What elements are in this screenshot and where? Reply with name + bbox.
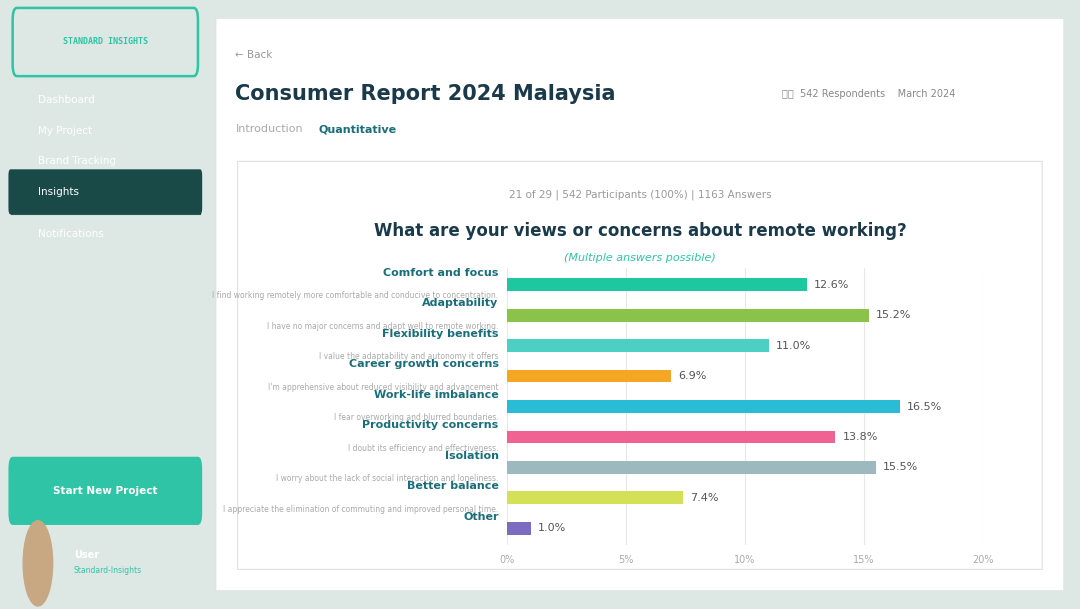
Text: Flexibility benefits: Flexibility benefits bbox=[382, 329, 499, 339]
Text: Dashboard: Dashboard bbox=[38, 96, 95, 105]
Bar bbox=[508, 461, 876, 474]
Text: Adaptability: Adaptability bbox=[422, 298, 499, 308]
Text: Better balance: Better balance bbox=[407, 481, 499, 491]
Text: Insights: Insights bbox=[38, 187, 79, 197]
Text: 6.9%: 6.9% bbox=[678, 371, 706, 381]
Text: 🇲🇾  542 Respondents    March 2024: 🇲🇾 542 Respondents March 2024 bbox=[782, 90, 956, 99]
Text: 16.5%: 16.5% bbox=[907, 401, 942, 412]
Bar bbox=[508, 309, 868, 322]
FancyBboxPatch shape bbox=[9, 169, 202, 214]
Bar bbox=[508, 522, 531, 535]
Text: My Project: My Project bbox=[38, 126, 92, 136]
Text: I appreciate the elimination of commuting and improved personal time.: I appreciate the elimination of commutin… bbox=[224, 504, 499, 513]
Text: Work-life imbalance: Work-life imbalance bbox=[374, 390, 499, 400]
Text: Introduction: Introduction bbox=[235, 124, 303, 134]
FancyBboxPatch shape bbox=[238, 161, 1042, 569]
Text: I worry about the lack of social interaction and loneliness.: I worry about the lack of social interac… bbox=[276, 474, 499, 483]
Text: Quantitative: Quantitative bbox=[319, 124, 396, 134]
Text: What are your views or concerns about remote working?: What are your views or concerns about re… bbox=[374, 222, 906, 241]
Text: 1.0%: 1.0% bbox=[538, 523, 566, 533]
Text: 21 of 29 | 542 Participants (100%) | 1163 Answers: 21 of 29 | 542 Participants (100%) | 116… bbox=[509, 189, 771, 200]
Bar bbox=[508, 400, 900, 413]
Bar bbox=[508, 370, 672, 382]
Text: 15.2%: 15.2% bbox=[876, 310, 912, 320]
Text: 7.4%: 7.4% bbox=[690, 493, 719, 503]
Bar bbox=[508, 431, 835, 443]
Bar bbox=[508, 278, 807, 291]
Circle shape bbox=[23, 521, 53, 606]
FancyBboxPatch shape bbox=[9, 457, 202, 525]
Text: Consumer Report 2024 Malaysia: Consumer Report 2024 Malaysia bbox=[235, 85, 616, 104]
Text: Other: Other bbox=[463, 512, 499, 521]
Text: STANDARD INSIGHTS: STANDARD INSIGHTS bbox=[63, 37, 148, 46]
Text: I fear overworking and blurred boundaries.: I fear overworking and blurred boundarie… bbox=[334, 413, 499, 422]
Text: I doubt its efficiency and effectiveness.: I doubt its efficiency and effectiveness… bbox=[348, 443, 499, 452]
Text: 13.8%: 13.8% bbox=[842, 432, 878, 442]
Text: User: User bbox=[73, 551, 99, 560]
Text: (Multiple answers possible): (Multiple answers possible) bbox=[564, 253, 716, 262]
Text: Comfort and focus: Comfort and focus bbox=[383, 268, 499, 278]
Text: Brand Tracking: Brand Tracking bbox=[38, 157, 116, 166]
Text: I find working remotely more comfortable and conducive to concentration.: I find working remotely more comfortable… bbox=[213, 291, 499, 300]
FancyBboxPatch shape bbox=[216, 18, 1064, 591]
Bar bbox=[508, 339, 769, 352]
Text: I have no major concerns and adapt well to remote working.: I have no major concerns and adapt well … bbox=[267, 322, 499, 331]
Text: Isolation: Isolation bbox=[445, 451, 499, 461]
Text: Notifications: Notifications bbox=[38, 230, 104, 239]
Text: 11.0%: 11.0% bbox=[775, 340, 811, 351]
Text: Start New Project: Start New Project bbox=[53, 486, 158, 496]
Text: ← Back: ← Back bbox=[235, 50, 273, 60]
Text: Standard-Insights: Standard-Insights bbox=[73, 566, 141, 575]
Text: Productivity concerns: Productivity concerns bbox=[362, 420, 499, 430]
Text: Career growth concerns: Career growth concerns bbox=[349, 359, 499, 369]
Text: 15.5%: 15.5% bbox=[883, 462, 918, 473]
Text: I value the adaptability and autonomy it offers: I value the adaptability and autonomy it… bbox=[319, 352, 499, 361]
Text: I'm apprehensive about reduced visibility and advancement: I'm apprehensive about reduced visibilit… bbox=[268, 383, 499, 392]
Text: 12.6%: 12.6% bbox=[814, 280, 849, 290]
Bar bbox=[508, 491, 684, 504]
